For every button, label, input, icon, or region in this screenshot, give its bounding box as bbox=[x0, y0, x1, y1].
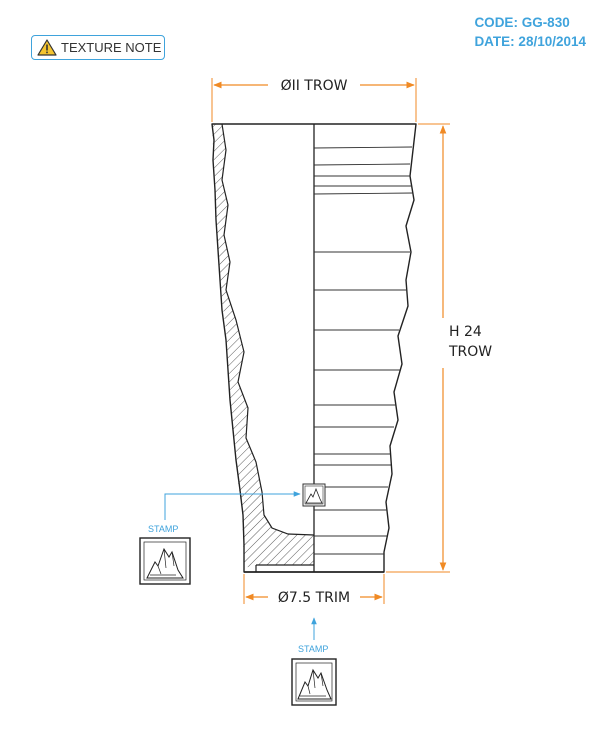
base-diameter-dimension: Ø7.5 TRIM bbox=[243, 574, 385, 606]
mountain-stamp-icon bbox=[139, 537, 191, 585]
texture-note-button[interactable]: TEXTURE NOTE bbox=[31, 35, 165, 60]
inner-wall-line bbox=[221, 123, 315, 536]
title-block: CODE: GG-830 DATE: 28/10/2014 bbox=[474, 13, 586, 51]
stamp-left-label: STAMP bbox=[148, 524, 178, 534]
base-diameter-label: Ø7.5 TRIM bbox=[278, 590, 350, 606]
stamp-marker-icon bbox=[302, 483, 326, 507]
mountain-stamp-icon bbox=[291, 658, 337, 706]
stamp-bottom-leader: STAMP bbox=[298, 617, 328, 654]
height-label-line2: TROW bbox=[448, 344, 492, 360]
height-label-line1: H 24 bbox=[449, 324, 482, 340]
height-dimension: H 24 TROW bbox=[386, 123, 492, 573]
drawing-date: DATE: 28/10/2014 bbox=[474, 34, 586, 49]
product-code: CODE: GG-830 bbox=[474, 15, 570, 30]
stamp-left-leader: STAMP bbox=[148, 491, 301, 534]
wall-section-hatch bbox=[212, 124, 314, 568]
top-diameter-label: ØII TROW bbox=[281, 78, 348, 94]
texture-lines bbox=[313, 146, 414, 555]
top-diameter-dimension: ØII TROW bbox=[211, 78, 417, 122]
warning-triangle-icon bbox=[37, 39, 57, 56]
stamp-bottom-label: STAMP bbox=[298, 644, 328, 654]
texture-note-label: TEXTURE NOTE bbox=[61, 40, 162, 55]
vase-outline bbox=[211, 123, 417, 573]
